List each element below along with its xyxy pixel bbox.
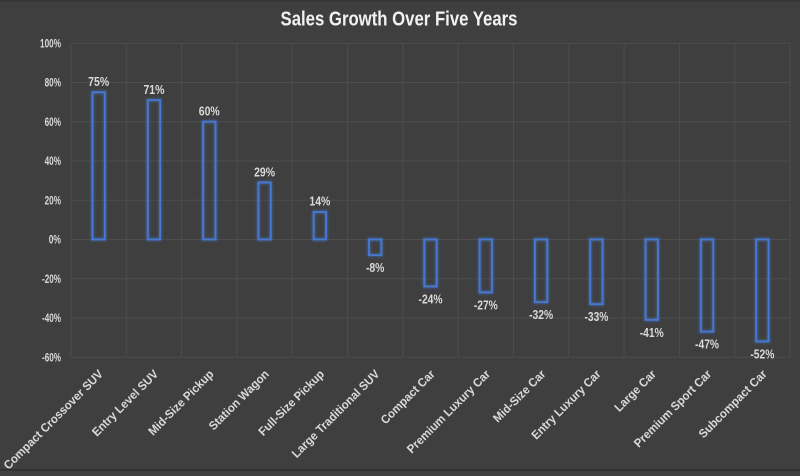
svg-text:71%: 71% (143, 82, 164, 97)
svg-text:-24%: -24% (419, 292, 443, 306)
svg-text:100%: 100% (40, 38, 61, 51)
svg-text:29%: 29% (254, 164, 275, 179)
svg-text:60%: 60% (45, 117, 61, 130)
svg-text:-27%: -27% (474, 298, 498, 312)
svg-text:80%: 80% (45, 77, 61, 90)
svg-text:40%: 40% (45, 156, 61, 169)
svg-text:75%: 75% (88, 74, 109, 89)
svg-text:Sales Growth Over Five Years: Sales Growth Over Five Years (281, 7, 518, 30)
svg-text:-33%: -33% (584, 310, 608, 324)
svg-text:60%: 60% (199, 103, 220, 118)
svg-text:20%: 20% (45, 195, 61, 208)
svg-text:14%: 14% (309, 194, 330, 209)
svg-text:-8%: -8% (366, 261, 385, 275)
svg-text:-20%: -20% (42, 274, 61, 287)
svg-text:-52%: -52% (750, 347, 774, 361)
svg-text:-47%: -47% (695, 338, 719, 352)
svg-text:-41%: -41% (640, 326, 664, 340)
svg-text:-32%: -32% (529, 308, 553, 322)
svg-text:0%: 0% (49, 234, 61, 247)
svg-text:-60%: -60% (42, 352, 61, 365)
svg-text:-40%: -40% (42, 313, 61, 326)
